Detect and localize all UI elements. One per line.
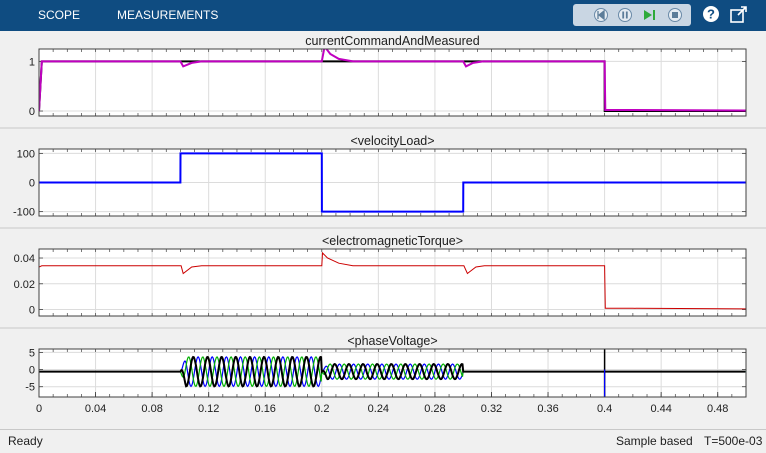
plot-title: <phaseVoltage> [347, 334, 437, 348]
status-mode: Sample based [616, 434, 693, 448]
x-tick-label: 0.12 [198, 403, 219, 415]
tab-measurements[interactable]: MEASUREMENTS [117, 8, 219, 22]
status-bar: Ready Sample based T=500e-03 [0, 429, 766, 453]
y-tick-label: 0.02 [14, 279, 35, 291]
y-tick-label: -5 [25, 382, 35, 394]
x-tick-label: 0 [36, 403, 42, 415]
step-back-icon[interactable] [593, 7, 609, 23]
y-tick-label: 5 [29, 347, 35, 359]
scope-plots: currentCommandAndMeasured 0 1 <velocityLoad… [0, 34, 766, 415]
undock-icon[interactable] [730, 5, 748, 23]
x-tick-label: 0.2 [314, 403, 329, 415]
x-tick-label: 0.08 [141, 403, 162, 415]
pause-icon[interactable] [617, 7, 633, 23]
y-tick-label: -100 [13, 207, 35, 219]
help-icon[interactable]: ? [702, 5, 720, 23]
x-tick-label: 0.32 [481, 403, 502, 415]
y-tick-label: 0.04 [14, 253, 35, 265]
x-tick-label: 0.04 [85, 403, 106, 415]
axes-area [39, 249, 746, 316]
x-tick-label: 0.28 [424, 403, 445, 415]
y-tick-label: 0 [29, 305, 35, 317]
x-tick-label: 0.48 [707, 403, 728, 415]
x-tick-label: 0.4 [597, 403, 612, 415]
plot-title: currentCommandAndMeasured [305, 34, 479, 48]
y-tick-label: 0 [29, 178, 35, 190]
plot-panel: <electromagneticTorque> 0 0.02 0.04 [0, 234, 766, 329]
y-tick-label: 0 [29, 365, 35, 377]
toolstrip: SCOPE MEASUREMENTS ? [0, 0, 766, 31]
tab-scope[interactable]: SCOPE [38, 8, 81, 22]
series-line [39, 49, 746, 112]
x-tick-label: 0.16 [255, 403, 276, 415]
series-line [39, 251, 746, 310]
y-tick-label: 1 [29, 56, 35, 68]
step-forward-icon[interactable] [641, 7, 657, 23]
plot-panel: currentCommandAndMeasured 0 1 [0, 34, 766, 129]
y-tick-label: 100 [17, 148, 35, 160]
x-tick-label: 0.44 [650, 403, 671, 415]
x-tick-label: 0.24 [368, 403, 389, 415]
status-state: Ready [8, 434, 43, 448]
plot-title: <electromagneticTorque> [322, 234, 463, 248]
axes-frame [38, 248, 747, 317]
y-tick-label: 0 [29, 106, 35, 118]
axes-frame [38, 48, 747, 117]
svg-text:?: ? [707, 7, 715, 22]
axes-frame [38, 148, 747, 217]
x-tick-label: 0.36 [537, 403, 558, 415]
stop-icon[interactable] [667, 7, 683, 23]
status-time: T=500e-03 [704, 434, 763, 448]
plot-panel: <velocityLoad> -100 0 100 [0, 134, 766, 229]
axes-area [39, 49, 746, 116]
series-line-phase-c [39, 355, 746, 388]
axes-frame [38, 348, 747, 398]
simulation-controls [573, 4, 691, 26]
plot-title: <velocityLoad> [350, 134, 434, 148]
series-line [39, 152, 746, 213]
